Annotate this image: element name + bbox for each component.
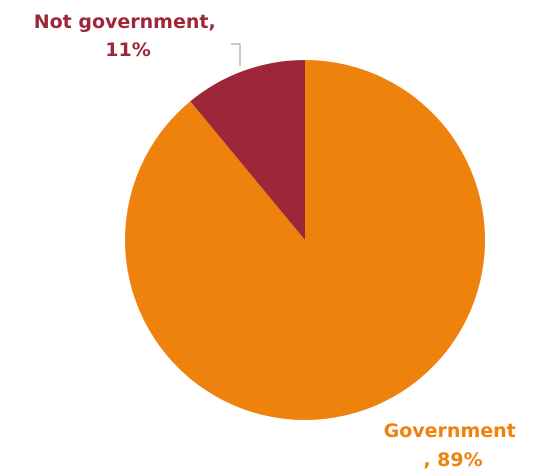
- data-label-government: Government , 89%: [384, 420, 523, 471]
- leader-line-not-government: [231, 43, 241, 66]
- pie-slices: [125, 60, 485, 420]
- data-label-not-government: Not government, 11%: [34, 11, 223, 61]
- pie-slice-not-government: [190, 60, 305, 240]
- leader-lines: [231, 43, 241, 66]
- data-labels: Government , 89% Not government, 11%: [34, 11, 523, 471]
